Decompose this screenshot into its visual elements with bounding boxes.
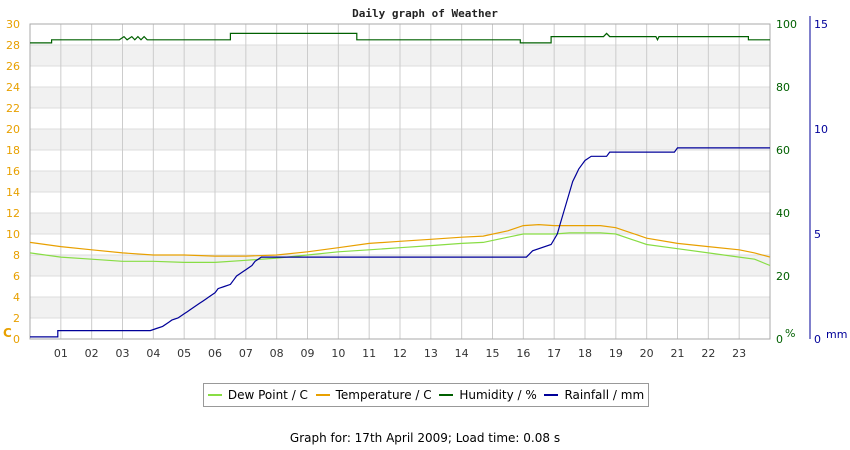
x-tick-label: 18 bbox=[578, 347, 592, 360]
legend-item-dew-point: Dew Point / C bbox=[207, 388, 308, 402]
legend-swatch-dew-point bbox=[207, 394, 222, 396]
legend-label-dew-point: Dew Point / C bbox=[227, 388, 308, 402]
series-line-rainfall bbox=[30, 147, 770, 338]
legend-swatch-humidity bbox=[439, 394, 454, 396]
x-tick-label: 21 bbox=[671, 347, 685, 360]
temp-tick-label: 2 bbox=[13, 312, 20, 325]
x-tick-label: 02 bbox=[85, 347, 99, 360]
x-tick-label: 13 bbox=[424, 347, 438, 360]
series-line-dew-point bbox=[29, 232, 771, 267]
legend-label-temperature: Temperature / C bbox=[335, 388, 432, 402]
temp-axis-unit: C bbox=[3, 326, 12, 340]
x-tick-label: 19 bbox=[609, 347, 623, 360]
x-tick-label: 03 bbox=[116, 347, 130, 360]
plot-border bbox=[29, 23, 771, 340]
temp-tick-label: 8 bbox=[13, 249, 20, 262]
x-tick-label: 22 bbox=[701, 347, 715, 360]
x-tick-label: 07 bbox=[239, 347, 253, 360]
legend: Dew Point / C Temperature / C Humidity /… bbox=[203, 383, 649, 407]
x-tick-label: 23 bbox=[732, 347, 746, 360]
temp-tick-label: 20 bbox=[6, 123, 20, 136]
temp-tick-label: 12 bbox=[6, 207, 20, 220]
footer-status: Graph for: 17th April 2009; Load time: 0… bbox=[289, 431, 561, 445]
x-tick-label: 06 bbox=[208, 347, 222, 360]
temp-tick-label: 18 bbox=[6, 144, 20, 157]
x-tick-label: 11 bbox=[362, 347, 376, 360]
humidity-tick-label: 20 bbox=[776, 270, 790, 283]
legend-item-humidity: Humidity / % bbox=[439, 388, 537, 402]
rain-tick-label: 10 bbox=[814, 123, 828, 136]
humidity-tick-label: 0 bbox=[776, 333, 783, 346]
x-tick-label: 12 bbox=[393, 347, 407, 360]
temp-tick-label: 28 bbox=[6, 39, 20, 52]
rain-tick-label: 15 bbox=[814, 18, 828, 31]
rain-tick-label: 0 bbox=[814, 333, 821, 346]
x-tick-label: 04 bbox=[146, 347, 160, 360]
x-tick-label: 15 bbox=[486, 347, 500, 360]
x-tick-label: 20 bbox=[640, 347, 654, 360]
temp-tick-label: 14 bbox=[6, 186, 20, 199]
temp-tick-label: 0 bbox=[13, 333, 20, 346]
humidity-tick-label: 40 bbox=[776, 207, 790, 220]
temp-tick-label: 6 bbox=[13, 270, 20, 283]
x-tick-label: 09 bbox=[301, 347, 315, 360]
chart-title: Daily graph of Weather bbox=[352, 7, 498, 20]
humidity-tick-label: 100 bbox=[776, 18, 797, 31]
series-line-humidity bbox=[30, 32, 770, 44]
x-tick-label: 17 bbox=[547, 347, 561, 360]
x-tick-label: 10 bbox=[331, 347, 345, 360]
temp-tick-label: 4 bbox=[13, 291, 20, 304]
temp-tick-label: 16 bbox=[6, 165, 20, 178]
series-line-temperature bbox=[29, 223, 771, 258]
legend-item-temperature: Temperature / C bbox=[315, 388, 432, 402]
humidity-tick-label: 80 bbox=[776, 81, 790, 94]
legend-item-rainfall: Rainfall / mm bbox=[544, 388, 644, 402]
legend-label-humidity: Humidity / % bbox=[459, 388, 537, 402]
x-tick-label: 16 bbox=[516, 347, 530, 360]
x-tick-label: 08 bbox=[270, 347, 284, 360]
humidity-axis-unit: % bbox=[785, 327, 795, 340]
rain-axis-unit: mm bbox=[826, 328, 847, 341]
temp-tick-label: 30 bbox=[6, 18, 20, 31]
x-tick-label: 01 bbox=[54, 347, 68, 360]
x-tick-label: 05 bbox=[177, 347, 191, 360]
legend-swatch-rainfall bbox=[544, 394, 559, 396]
legend-swatch-temperature bbox=[315, 394, 330, 396]
humidity-tick-label: 60 bbox=[776, 144, 790, 157]
temp-tick-label: 26 bbox=[6, 60, 20, 73]
x-tick-label: 14 bbox=[455, 347, 469, 360]
temp-tick-label: 10 bbox=[6, 228, 20, 241]
temp-tick-label: 24 bbox=[6, 81, 20, 94]
legend-label-rainfall: Rainfall / mm bbox=[564, 388, 645, 402]
rain-tick-label: 5 bbox=[814, 228, 821, 241]
temp-tick-label: 22 bbox=[6, 102, 20, 115]
